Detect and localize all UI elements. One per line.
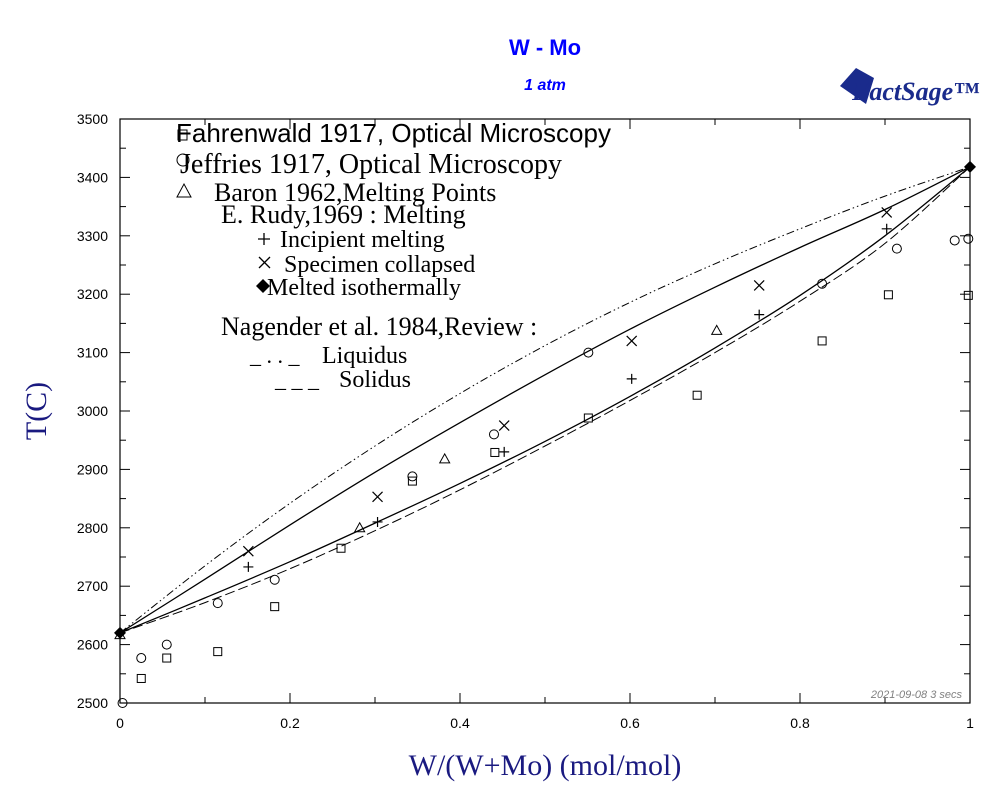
- calc-solidus-line: [119, 166, 971, 634]
- x-tick-label: 1: [966, 715, 974, 731]
- plus-marker: [881, 223, 892, 234]
- x-tick-labels: 0 0.2 0.4 0.6 0.8 1: [116, 715, 974, 731]
- data-markers: [114, 160, 976, 708]
- circle-marker: [136, 653, 147, 664]
- circle-marker: [117, 698, 128, 708]
- y-tick-label: 3000: [77, 403, 108, 419]
- square-marker: [817, 336, 827, 346]
- y-tick-label: 3200: [77, 286, 108, 302]
- triangle-marker: [353, 521, 366, 533]
- square-marker: [213, 647, 223, 657]
- triangle-marker: [710, 324, 723, 335]
- y-tick-label: 3100: [77, 345, 108, 361]
- chart-title: W - Mo: [509, 35, 581, 60]
- cross-marker: [881, 207, 893, 218]
- legend-fahrenwald: Fahrenwald 1917, Optical Microscopy: [176, 118, 611, 148]
- legend-nagender-header: Nagender et al. 1984,Review :: [221, 312, 537, 341]
- y-tick-label: 3400: [77, 169, 108, 185]
- legend-cross-symbol: [258, 256, 271, 269]
- circle-marker: [949, 235, 960, 246]
- legend-solidus: Solidus: [339, 367, 411, 393]
- square-marker: [336, 543, 346, 553]
- logo-text: FactSage™: [851, 77, 979, 106]
- square-marker: [883, 290, 893, 300]
- plus-marker: [626, 373, 637, 384]
- square-marker: [490, 447, 500, 457]
- x-axis-label: W/(W+Mo) (mol/mol): [409, 749, 682, 782]
- x-tick-label: 0.2: [280, 715, 300, 731]
- chart-subtitle: 1 atm: [524, 77, 566, 94]
- legend-circle-symbol: [176, 153, 190, 167]
- circle-marker: [269, 574, 280, 585]
- square-marker: [407, 476, 417, 486]
- legend-triangle-symbol: [176, 182, 192, 198]
- x-tick-label: 0.4: [450, 715, 470, 731]
- diamond-marker: [114, 626, 126, 639]
- legend-plus-symbol: [258, 233, 270, 245]
- x-tick-label: 0.8: [790, 715, 810, 731]
- legend-liquidus-symbol: _ . . _: [249, 343, 301, 368]
- circle-marker: [489, 429, 499, 440]
- circle-marker: [963, 233, 974, 244]
- circle-marker: [161, 639, 172, 650]
- axis-ticks: [119, 118, 971, 704]
- y-tick-label: 2700: [77, 578, 108, 594]
- y-tick-label: 2800: [77, 520, 108, 536]
- circle-marker: [212, 598, 223, 609]
- timestamp: 2021-09-08 3 secs: [870, 689, 963, 701]
- y-tick-label: 2500: [77, 695, 108, 711]
- square-marker: [692, 390, 702, 400]
- y-tick-label: 3500: [77, 111, 108, 127]
- plus-marker: [372, 516, 383, 527]
- square-marker: [270, 602, 280, 612]
- circle-marker: [817, 278, 828, 289]
- review-liquidus-line: [119, 166, 971, 634]
- factsage-logo: FactSage™: [840, 68, 979, 106]
- cross-marker: [626, 335, 638, 347]
- square-marker: [583, 413, 593, 423]
- legend-solidus-symbol: _ _ _: [274, 367, 320, 392]
- y-tick-label: 2900: [77, 461, 108, 477]
- cross-marker: [242, 545, 254, 557]
- review-solidus-line: [119, 166, 971, 634]
- circle-marker: [583, 347, 594, 358]
- square-marker: [162, 653, 172, 663]
- legend-diamond-symbol: [256, 279, 270, 293]
- plus-marker: [499, 446, 510, 457]
- x-tick-label: 0.6: [620, 715, 640, 731]
- legend: Fahrenwald 1917, Optical Microscopy Jeff…: [176, 118, 611, 393]
- circle-marker: [891, 243, 902, 254]
- plus-marker: [243, 561, 254, 572]
- y-tick-label: 3300: [77, 228, 108, 244]
- legend-liquidus: Liquidus: [322, 343, 407, 369]
- y-axis-label: T(C): [20, 382, 53, 440]
- triangle-marker: [438, 452, 451, 464]
- x-tick-label: 0: [116, 715, 124, 731]
- legend-isothermal: Melted isothermally: [267, 275, 461, 301]
- cross-marker: [498, 420, 510, 432]
- legend-incipient: Incipient melting: [280, 227, 445, 253]
- legend-jeffries: Jeffries 1917, Optical Microscopy: [180, 149, 562, 180]
- square-marker: [963, 290, 973, 300]
- y-tick-labels: 2500 2600 2700 2800 2900 3000 3100 3200 3300 3400…: [77, 111, 108, 711]
- legend-baron: Baron 1962,Melting Points: [214, 178, 496, 207]
- cross-marker: [372, 491, 383, 503]
- square-marker: [136, 673, 146, 683]
- calc-liquidus-line: [119, 166, 971, 634]
- diamond-marker: [964, 160, 976, 173]
- plus-marker: [754, 309, 765, 320]
- circle-marker: [407, 471, 418, 482]
- legend-square-symbol: [177, 129, 188, 141]
- y-tick-label: 2600: [77, 637, 108, 653]
- legend-rudy-header: E. Rudy,1969 : Melting: [221, 200, 466, 229]
- legend-collapsed: Specimen collapsed: [284, 252, 475, 278]
- cross-marker: [753, 280, 765, 291]
